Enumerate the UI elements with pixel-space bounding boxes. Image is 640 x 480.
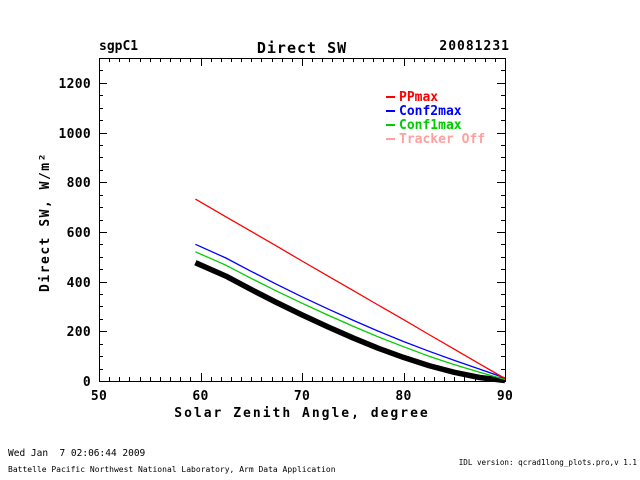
legend-item: Conf1max (386, 118, 485, 132)
legend: PPmax Conf2max Conf1max Tracker Off (386, 90, 485, 146)
series-conf2max (195, 243, 506, 379)
legend-line-swatch (386, 124, 395, 126)
y-tick-label: 1000 (58, 126, 91, 142)
legend-line-swatch (386, 96, 395, 98)
x-tick-label: 80 (395, 389, 412, 404)
plot-frame (99, 58, 506, 382)
x-tick-label: 60 (192, 389, 209, 404)
legend-item: PPmax (386, 90, 485, 104)
x-tick-label: 90 (496, 389, 514, 404)
legend-line-swatch (386, 110, 395, 112)
x-tick-label: 70 (293, 389, 311, 404)
series-conf1max (195, 251, 506, 381)
plot-title: Direct SW (256, 39, 348, 57)
y-axis-title: Direct SW, W/m² (38, 152, 53, 292)
legend-line-swatch (386, 138, 395, 140)
y-tick-label: 400 (66, 275, 91, 291)
legend-label: Conf1max (399, 117, 462, 133)
series-direct-sw-measured-points (194, 260, 506, 384)
legend-item: Conf2max (386, 104, 485, 118)
date-label: 20081231 (439, 39, 510, 54)
site-label: sgpC1 (99, 39, 139, 54)
x-tick-label: 50 (90, 389, 108, 404)
y-tick-label: 800 (66, 176, 91, 192)
legend-label: Tracker Off (399, 131, 486, 147)
idl-version-line: IDL version: qcrad1long_plots.pro,v 1.1 (458, 458, 637, 468)
y-tick-label: 1200 (58, 76, 91, 92)
y-tick-label: 0 (82, 375, 91, 390)
series-ppmax (195, 198, 506, 380)
legend-label: PPmax (399, 89, 439, 105)
legend-item: Tracker Off (386, 132, 485, 146)
laboratory-text: Battelle Pacific Northwest National Labo… (8, 465, 336, 474)
legend-label: Conf2max (399, 103, 462, 119)
timestamp-text: Wed Jan 7 02:06:44 2009 (8, 448, 146, 459)
x-axis-title: Solar Zenith Angle, degree (174, 406, 430, 421)
version-info: IDL version: qcrad1long_plots.pro,v 1.1 … (399, 445, 637, 480)
y-tick-label: 200 (66, 325, 91, 341)
y-tick-label: 600 (66, 225, 91, 241)
